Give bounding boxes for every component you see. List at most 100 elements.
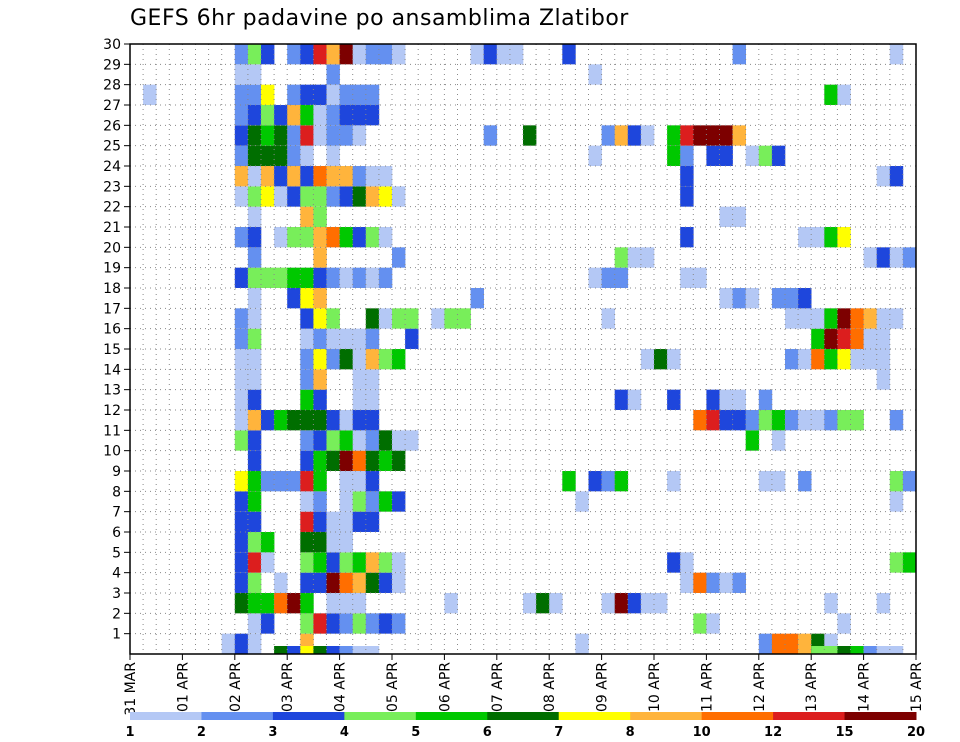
precip-cell [378,430,393,451]
precip-cell [601,471,615,492]
precip-cell [824,410,838,431]
precip-cell [575,491,589,512]
precip-cell [326,166,340,187]
precip-cell [339,105,353,126]
precip-cell [274,593,288,614]
y-tick-label: 17 [103,301,121,317]
precip-cell [247,206,262,227]
precip-cell [693,572,707,593]
precip-cell [326,593,340,614]
precip-cell [392,44,406,65]
precip-cell [667,552,681,573]
precip-cell [313,308,327,329]
precip-cell [889,308,904,329]
precip-cell [313,450,327,471]
y-axis: 1234567891011121314151617181920212223242… [103,37,130,643]
precip-cell [287,44,301,65]
precip-cell [300,646,314,654]
precip-cell [758,471,773,492]
precip-cell [261,552,275,573]
precip-cell [234,64,249,85]
precip-cell [352,328,367,349]
precip-cell [824,349,838,370]
precip-cell [405,328,419,349]
y-tick-label: 24 [103,159,121,175]
precip-cell [339,532,353,553]
precip-cell [339,572,353,593]
precip-cell [247,471,262,492]
precip-cell [247,267,262,288]
precip-cell [785,288,799,309]
precip-cell [378,44,393,65]
precip-cell [863,646,877,654]
precip-cell [247,308,262,329]
y-tick-label: 14 [103,362,121,378]
precip-cell [392,491,406,512]
precip-cell [261,125,275,146]
precip-cell [365,267,380,288]
precip-cell [378,308,393,329]
colorbar-label: 1 [125,725,134,740]
precip-cell [313,328,327,349]
precip-cell [902,471,917,492]
precip-cell [811,646,825,654]
precip-cell [143,84,157,105]
precip-cell [247,450,262,471]
precip-cell [339,186,353,207]
precip-cell [300,44,314,65]
precip-cell [365,44,380,65]
precip-cell [706,572,720,593]
precip-cell [313,267,327,288]
colorbar-label: 15 [835,725,853,740]
precip-cell [274,471,288,492]
precip-cell [247,613,262,634]
precip-cell [837,227,851,248]
precip-cell [378,349,393,370]
precip-cell [614,593,629,614]
colorbar-label: 6 [483,725,492,740]
precip-cell [313,247,327,268]
precip-cell [824,593,838,614]
y-tick-label: 19 [103,261,121,277]
precip-cell [339,593,353,614]
x-tick-label: 12 APR [752,662,768,712]
y-tick-label: 9 [112,464,121,480]
precip-cell [588,471,602,492]
precip-cell [261,44,275,65]
precip-cell [247,491,262,512]
precip-cell [378,267,393,288]
precip-cell [667,349,681,370]
precip-cell [392,613,406,634]
precip-cell [313,369,327,390]
precip-cell [247,511,262,532]
precip-cell [889,166,904,187]
precip-cell [392,349,406,370]
precip-cell [352,227,367,248]
precip-cell [234,349,249,370]
precip-cell [640,593,655,614]
precip-cell [850,646,864,654]
precip-cell [365,491,380,512]
precip-cell [339,646,353,654]
x-tick-label: 13 APR [804,662,820,712]
colorbar-label: 5 [411,725,420,740]
precip-cell [300,84,314,105]
precip-cell [300,491,314,512]
precip-cell [771,410,786,431]
colorbar-label: 2 [197,725,206,740]
grid [130,44,916,654]
precip-cell [667,125,681,146]
precip-cell [339,491,353,512]
precip-cell [261,145,275,166]
precip-cell [352,646,367,654]
y-tick-label: 22 [103,200,121,216]
precip-cell [732,410,746,431]
y-tick-label: 25 [103,139,121,155]
precip-cell [365,511,380,532]
precip-cell [850,410,864,431]
precip-cell [339,125,353,146]
colorbar-swatch [272,712,345,720]
precip-cell [352,349,367,370]
precip-cell [352,552,367,573]
colorbar-swatch [630,712,703,720]
